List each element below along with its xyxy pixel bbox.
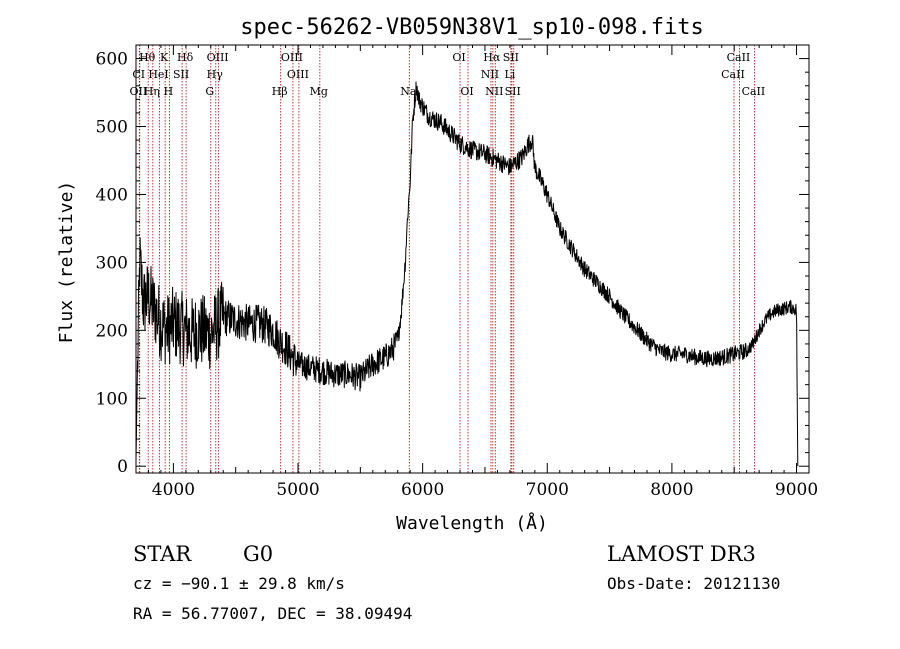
object-class: STAR xyxy=(133,542,192,566)
line-marker-label: OIII xyxy=(281,51,303,64)
plot-frame xyxy=(135,44,810,474)
line-marker-label: OII xyxy=(130,85,148,98)
y-axis-label: Flux (relative) xyxy=(56,181,77,344)
line-marker-label: Hη xyxy=(144,85,160,98)
line-marker-label: OI xyxy=(460,85,473,98)
line-marker-label: OIII xyxy=(207,51,229,64)
line-marker-label: HeI xyxy=(148,68,168,81)
line-marker-label: CaII xyxy=(721,68,745,81)
object-subclass: G0 xyxy=(243,542,273,566)
line-marker-label: CaII xyxy=(727,51,751,64)
line-marker-label: Hα xyxy=(483,51,501,64)
line-marker-label: Li xyxy=(504,68,515,81)
line-marker-label: Hθ xyxy=(139,51,156,64)
line-marker-label: Hδ xyxy=(177,51,194,64)
x-axis-ticks: 4000 5000 6000 7000 8000 9000 xyxy=(135,45,818,500)
line-marker-label: OIII xyxy=(287,68,309,81)
spectrum-line xyxy=(135,81,799,467)
y-tick-label: 400 xyxy=(96,185,128,205)
line-marker-label: Na xyxy=(400,85,417,98)
line-marker-label: CaII xyxy=(742,85,766,98)
sky-coordinates: RA = 56.77007, DEC = 38.09494 xyxy=(133,604,412,623)
x-tick-label: 4000 xyxy=(152,480,195,500)
line-marker-label: Hγ xyxy=(207,68,224,81)
redshift-velocity: cz = −90.1 ± 29.8 km/s xyxy=(133,574,345,593)
spectral-line-markers xyxy=(138,45,755,473)
line-marker-label: G xyxy=(205,85,214,98)
line-marker-label: K xyxy=(160,51,169,64)
x-tick-label: 5000 xyxy=(276,480,319,500)
y-tick-label: 300 xyxy=(96,253,128,273)
line-marker-label: SII xyxy=(173,68,189,81)
line-marker-label: NII xyxy=(481,68,499,81)
line-marker-label: OI xyxy=(452,51,465,64)
y-tick-label: 200 xyxy=(96,321,128,341)
line-marker-label: Hβ xyxy=(272,85,288,98)
survey-name: LAMOST DR3 xyxy=(607,542,756,566)
x-tick-label: 7000 xyxy=(526,480,569,500)
x-tick-label: 8000 xyxy=(650,480,693,500)
observation-date: Obs-Date: 20121130 xyxy=(607,574,780,593)
x-tick-label: 9000 xyxy=(775,480,818,500)
line-marker-label: SII xyxy=(505,85,521,98)
y-tick-label: 500 xyxy=(96,118,128,138)
x-tick-label: 6000 xyxy=(401,480,444,500)
line-marker-label: NII xyxy=(485,85,503,98)
chart-title: spec-56262-VB059N38V1_sp10-098.fits xyxy=(240,15,704,40)
y-tick-label: 0 xyxy=(117,457,128,477)
line-marker-label: CI xyxy=(132,68,145,81)
y-tick-label: 100 xyxy=(96,389,128,409)
y-axis-ticks: 0 100 200 300 400 500 600 xyxy=(96,50,809,477)
line-marker-label: SII xyxy=(503,51,519,64)
line-marker-label: Mg xyxy=(310,85,328,98)
line-marker-label: H xyxy=(164,85,174,98)
x-axis-label: Wavelength (Å) xyxy=(396,512,548,534)
y-tick-label: 600 xyxy=(96,50,128,70)
